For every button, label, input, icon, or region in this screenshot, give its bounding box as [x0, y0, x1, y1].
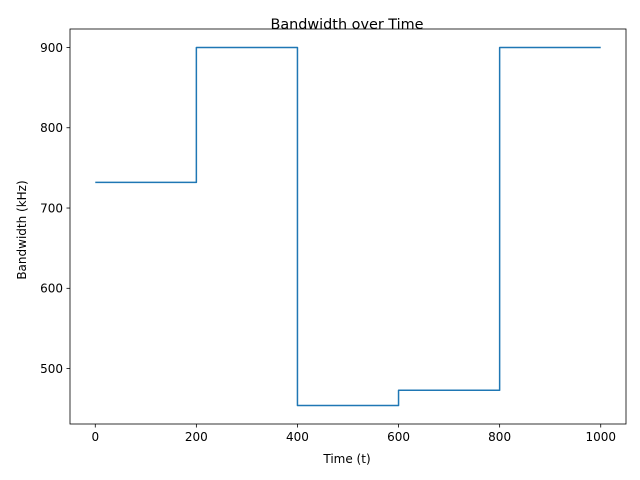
- x-tick-label: 200: [185, 430, 208, 444]
- plot-frame: [69, 28, 627, 425]
- x-tick-label: 800: [488, 430, 511, 444]
- chart-title: Bandwidth over Time: [270, 17, 423, 33]
- plot-area: [69, 28, 627, 425]
- series-line-0: [95, 46, 601, 407]
- x-tick-label: 0: [91, 430, 99, 444]
- y-tick-label: 700: [40, 201, 63, 215]
- y-tick-label: 900: [40, 41, 63, 55]
- x-tick-label: 1000: [585, 430, 616, 444]
- x-tick-label: 400: [286, 430, 309, 444]
- x-tick-label: 600: [387, 430, 410, 444]
- x-axis: 0 200 400 600 800 1000: [91, 424, 616, 444]
- y-axis: 500 600 700 800 900: [40, 41, 70, 376]
- y-tick-label: 600: [40, 282, 63, 296]
- x-axis-label: Time (t): [322, 452, 370, 466]
- y-tick-label: 500: [40, 362, 63, 376]
- y-axis-label: Bandwidth (kHz): [15, 180, 29, 279]
- y-tick-label: 800: [40, 121, 63, 135]
